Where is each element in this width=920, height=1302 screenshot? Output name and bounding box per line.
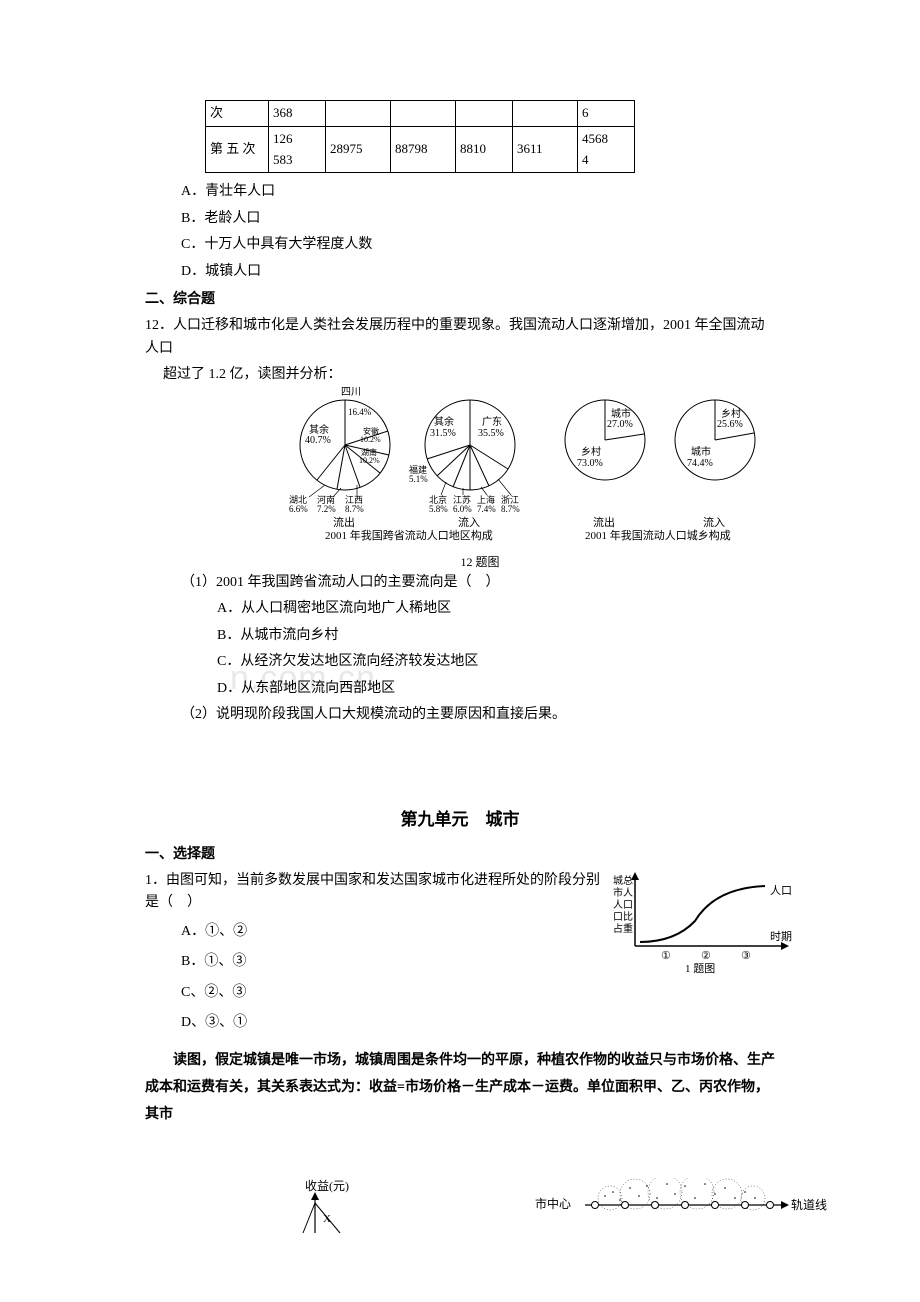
unit9-title: 第九单元 城市 xyxy=(145,806,775,833)
pie-charts-svg: 其余 40.7% 四川 16.4% 安徽 10.2% 湖南 10.2% 江西 8… xyxy=(285,385,795,545)
label: 占 xyxy=(613,922,623,935)
bottom-left-chart: 收益(元) X xyxy=(275,1178,395,1246)
q12-1-opt-d: D．从东部地区流向西部地区 xyxy=(217,678,775,700)
ylabel: 收益(元) xyxy=(305,1179,349,1193)
cell: 4568 4 xyxy=(578,126,635,173)
xtick: ① xyxy=(661,950,671,962)
label: 人 xyxy=(613,899,623,911)
option-b: B．老龄人口 xyxy=(181,208,775,230)
q1-opt-c: C、②、③ xyxy=(181,982,775,1004)
cell: 第 五 次 xyxy=(206,126,269,173)
label: 74.4% xyxy=(687,458,713,469)
label: 8.7% xyxy=(345,504,364,514)
bottom-right-chart: 市中心 xyxy=(535,1178,835,1246)
q12-1-opt-b: B．从城市流向乡村 xyxy=(217,625,775,647)
q12-1-opt-c: C．从经济欠发达地区流向经济较发达地区 xyxy=(217,651,775,673)
label: 四川 xyxy=(341,387,361,398)
label: 7.4% xyxy=(477,504,496,514)
cell xyxy=(456,101,513,127)
section-2-title: 二、综合题 xyxy=(145,289,775,311)
label: 城 xyxy=(613,875,623,887)
label: 8.7% xyxy=(501,504,520,514)
cell: 126 583 xyxy=(269,126,326,173)
label: 31.5% xyxy=(430,428,456,439)
section-1-title: 一、选择题 xyxy=(145,844,775,866)
population-table: 次 368 6 第 五 次 126 583 28975 88798 8810 3… xyxy=(205,100,635,173)
label: 广东 xyxy=(482,415,502,428)
label: 时期 xyxy=(770,930,792,943)
pie-outflow: 其余 40.7% 四川 16.4% 安徽 10.2% 湖南 10.2% 江西 8… xyxy=(289,387,390,529)
table-row: 第 五 次 126 583 28975 88798 8810 3611 4568… xyxy=(206,126,635,173)
label: 口 xyxy=(623,900,633,911)
label: 10.2% xyxy=(359,456,380,465)
label: 流出 xyxy=(333,515,355,529)
q12-1-opt-a: A．从人口稠密地区流向地广人稀地区 xyxy=(217,598,775,620)
xtick: ③ xyxy=(741,950,751,962)
label: 人 xyxy=(623,887,633,899)
cell: 3611 xyxy=(513,126,578,173)
cell: 88798 xyxy=(391,126,456,173)
label: 其余 xyxy=(434,415,454,428)
label: 6.6% xyxy=(289,504,308,514)
label: 10.2% xyxy=(360,435,381,444)
pie-out-urbanrural: 城市 27.0% 乡村 73.0% 流出 xyxy=(565,400,645,529)
label: 5.8% xyxy=(429,504,448,514)
label: 流入 xyxy=(703,515,725,529)
caption: 1 题图 xyxy=(685,962,715,975)
right-label: 轨道线 xyxy=(791,1198,827,1212)
caption-right: 2001 年我国流动人口城乡构成 xyxy=(585,528,731,542)
option-d: D．城镇人口 xyxy=(181,261,775,283)
label: 流出 xyxy=(593,515,615,529)
label: 比 xyxy=(623,911,633,923)
label: 16.4% xyxy=(348,407,372,417)
q1-opt-d: D、③、① xyxy=(181,1012,775,1034)
cell: 28975 xyxy=(326,126,391,173)
label: 7.2% xyxy=(317,504,336,514)
label: 人口 xyxy=(770,884,792,897)
cell xyxy=(326,101,391,127)
label: 市 xyxy=(613,886,623,899)
option-a: A．青壮年人口 xyxy=(181,181,775,203)
label: 乡村 xyxy=(581,445,601,458)
option-c: C．十万人中具有大学程度人数 xyxy=(181,234,775,256)
cell: 次 xyxy=(206,101,269,127)
label: 73.0% xyxy=(577,458,603,469)
q1-chart: 城 市 人 口 占 总 人 口 比 重 人口 时期 ① ② ③ 1 题图 xyxy=(605,866,805,984)
q12-1: （1）2001 年我国跨省流动人口的主要流向是（ ） xyxy=(181,572,775,594)
table-row: 次 368 6 xyxy=(206,101,635,127)
pie-in-urbanrural: 乡村 25.6% 城市 74.4% 流入 xyxy=(675,400,755,529)
label: 27.0% xyxy=(607,419,633,430)
cell: 368 xyxy=(269,101,326,127)
label: 5.1% xyxy=(409,474,428,484)
label: 25.6% xyxy=(717,419,743,430)
cell xyxy=(513,101,578,127)
cell xyxy=(391,101,456,127)
cell: 8810 xyxy=(456,126,513,173)
label: 40.7% xyxy=(305,435,331,446)
label: 35.5% xyxy=(478,428,504,439)
label: 流入 xyxy=(458,515,480,529)
q12-2: （2）说明现阶段我国人口大规模流动的主要原因和直接后果。 xyxy=(181,704,775,726)
q12-charts: 其余 40.7% 四川 16.4% 安徽 10.2% 湖南 10.2% 江西 8… xyxy=(285,385,775,573)
label: 6.0% xyxy=(453,504,472,514)
xmark: X xyxy=(323,1213,331,1225)
label: 总 xyxy=(623,874,633,887)
left-label: 市中心 xyxy=(535,1196,571,1211)
pie-inflow: 其余 31.5% 广东 35.5% 浙江 8.7% 上海 7.4% 江苏 6.0… xyxy=(409,400,520,529)
label: 城市 xyxy=(691,445,711,458)
xtick: ② xyxy=(701,950,711,962)
cell: 6 xyxy=(578,101,635,127)
label: 口 xyxy=(613,912,623,923)
bottom-figures: 收益(元) X 市中心 xyxy=(145,1178,775,1246)
intro-paragraph: 读图，假定城镇是唯一市场，城镇周围是条件均一的平原，种植农作物的收益只与市场价格… xyxy=(145,1048,775,1128)
q12-stem2: 超过了 1.2 亿，读图并分析： xyxy=(163,364,775,386)
fig-caption: 12 题图 xyxy=(185,553,775,572)
caption-left: 2001 年我国跨省流动人口地区构成 xyxy=(325,528,493,542)
label: 重 xyxy=(623,922,633,935)
q12-stem: 12．人口迁移和城市化是人类社会发展历程中的重要现象。我国流动人口逐渐增加，20… xyxy=(145,315,775,360)
